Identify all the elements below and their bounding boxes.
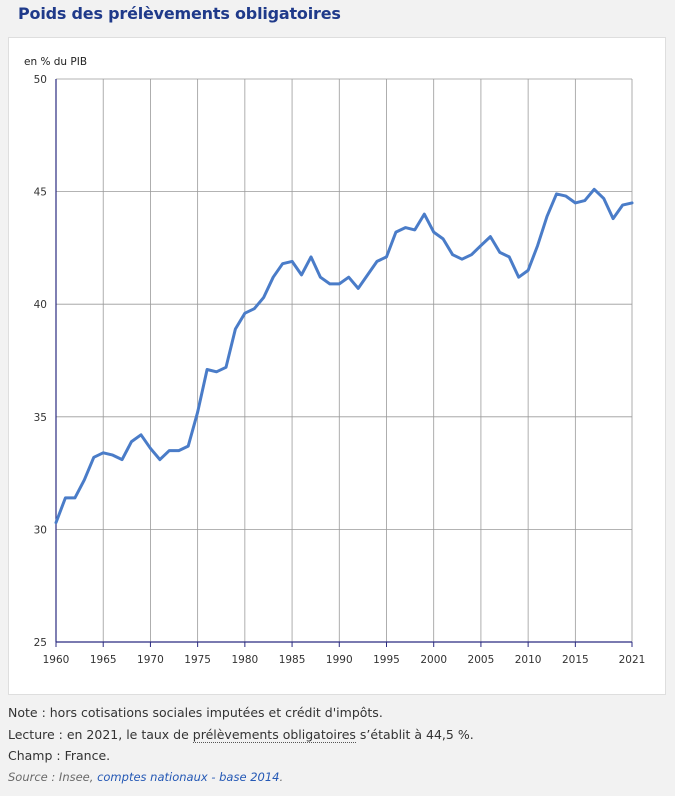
data-point: [489, 235, 491, 237]
page-title: Poids des prélèvements obligatoires: [18, 4, 341, 23]
x-tick-label: 2005: [468, 654, 495, 666]
data-point: [111, 454, 113, 456]
x-tick-label: 1965: [90, 654, 117, 666]
x-tick-label: 2010: [515, 654, 542, 666]
data-point: [215, 371, 217, 373]
chart-notes: Note : hors cotisations sociales imputée…: [8, 702, 668, 788]
data-point: [584, 199, 586, 201]
data-point: [178, 449, 180, 451]
data-point: [574, 202, 576, 204]
data-point: [74, 497, 76, 499]
data-point: [300, 274, 302, 276]
data-point: [376, 260, 378, 262]
source-text: Source : Insee, comptes nationaux - base…: [8, 767, 668, 789]
y-tick-label: 50: [34, 74, 47, 86]
data-point: [159, 458, 161, 460]
data-point: [414, 229, 416, 231]
data-point: [319, 276, 321, 278]
glossary-term-link[interactable]: prélèvements obligatoires: [192, 726, 356, 743]
data-point: [338, 283, 340, 285]
data-point: [329, 283, 331, 285]
lecture-suffix: s’établit à 44,5 %.: [355, 726, 474, 742]
chart-container: 25 30 35 40 45 50 1960 1965 1970 1975 1980 1985 1990…: [8, 37, 666, 695]
data-point: [121, 458, 123, 460]
data-point: [461, 258, 463, 260]
y-tick-label: 35: [34, 412, 47, 424]
data-point: [480, 244, 482, 246]
data-point: [593, 188, 595, 190]
y-tick-label: 45: [34, 187, 47, 199]
data-point: [291, 260, 293, 262]
data-point: [499, 251, 501, 253]
data-point: [404, 226, 406, 228]
data-point: [130, 440, 132, 442]
data-point: [357, 287, 359, 289]
x-tick-label: 2021: [619, 654, 646, 666]
data-point: [281, 262, 283, 264]
data-point: [470, 253, 472, 255]
x-tick-label: 1990: [326, 654, 353, 666]
data-point: [149, 447, 151, 449]
data-point: [536, 244, 538, 246]
x-tick-label: 2015: [562, 654, 589, 666]
data-point: [83, 479, 85, 481]
x-tick-label: 1980: [231, 654, 258, 666]
data-point: [508, 256, 510, 258]
source-prefix: Source : Insee,: [8, 769, 98, 784]
data-point: [263, 296, 265, 298]
data-point: [140, 434, 142, 436]
data-point: [225, 366, 227, 368]
data-point: [385, 256, 387, 258]
x-tick-label: 1995: [373, 654, 400, 666]
data-point: [93, 456, 95, 458]
x-tick-label: 2000: [420, 654, 447, 666]
y-tick-label: 25: [34, 637, 47, 649]
data-point: [168, 449, 170, 451]
data-point: [366, 274, 368, 276]
data-point: [395, 231, 397, 233]
x-tick-label: 1985: [279, 654, 306, 666]
data-point: [253, 308, 255, 310]
data-point: [423, 213, 425, 215]
data-point: [196, 411, 198, 413]
data-point: [517, 276, 519, 278]
x-tick-label: 1970: [137, 654, 164, 666]
data-point: [102, 452, 104, 454]
data-point: [555, 193, 557, 195]
series-line: [54, 187, 634, 525]
data-point: [244, 312, 246, 314]
lecture-prefix: Lecture : en 2021, le taux de: [8, 726, 193, 742]
source-link[interactable]: comptes nationaux - base 2014: [97, 769, 280, 784]
data-point: [565, 195, 567, 197]
data-point: [310, 256, 312, 258]
x-tick-label: 1975: [184, 654, 211, 666]
data-point: [451, 253, 453, 255]
champ-text: Champ : France.: [8, 748, 111, 763]
note-text: Note : hors cotisations sociales imputée…: [8, 705, 383, 720]
y-axis-unit-label: en % du PIB: [24, 56, 87, 68]
data-point: [546, 215, 548, 217]
data-point: [631, 202, 633, 204]
lecture-text: Lecture : en 2021, le taux de prélèvemen…: [8, 724, 668, 746]
data-point: [442, 238, 444, 240]
data-point: [272, 276, 274, 278]
data-point: [612, 217, 614, 219]
data-point: [433, 231, 435, 233]
data-point: [187, 445, 189, 447]
data-point: [55, 521, 57, 523]
x-tick-label: 1960: [43, 654, 70, 666]
y-tick-label: 40: [34, 299, 47, 311]
y-tick-label: 30: [34, 524, 47, 536]
data-point: [206, 368, 208, 370]
data-point: [64, 497, 66, 499]
data-point: [234, 328, 236, 330]
source-suffix: .: [279, 769, 284, 784]
data-point: [348, 276, 350, 278]
data-point: [602, 197, 604, 199]
data-point: [621, 204, 623, 206]
data-point: [527, 269, 529, 271]
line-chart: 25 30 35 40 45 50 1960 1965 1970 1975 1980 1985 1990…: [24, 56, 646, 666]
